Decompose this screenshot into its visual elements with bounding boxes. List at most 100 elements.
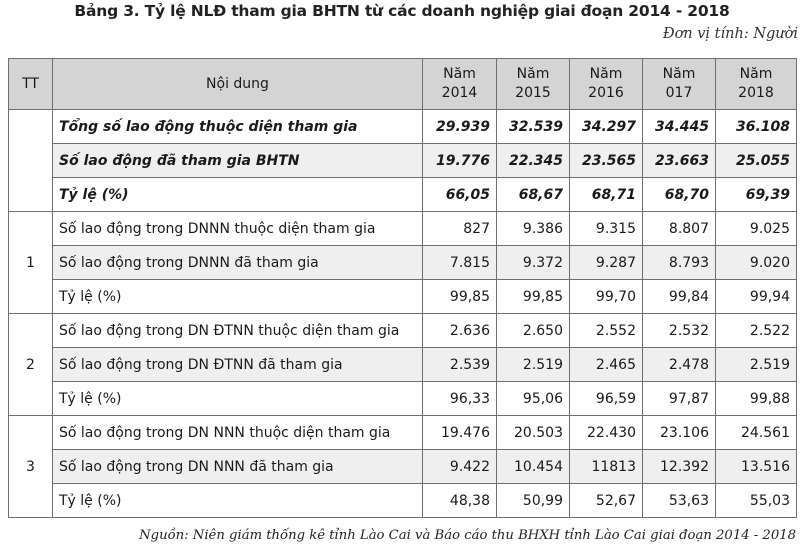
header-tt: TT xyxy=(8,58,53,110)
row-label: Số lao động trong DNNN đã tham gia xyxy=(52,245,423,280)
value-cell: 2.465 xyxy=(569,347,643,382)
value-cell: 2.636 xyxy=(422,313,497,348)
header-year: Năm 2016 xyxy=(569,58,643,110)
value-cell: 99,70 xyxy=(569,279,643,314)
value-cell: 99,88 xyxy=(715,381,797,416)
value-cell: 34.297 xyxy=(569,109,643,144)
value-cell: 68,67 xyxy=(496,177,570,212)
row-label: Số lao động trong DN NNN đã tham gia xyxy=(52,449,423,484)
value-cell: 2.532 xyxy=(642,313,716,348)
value-cell: 8.793 xyxy=(642,245,716,280)
value-cell: 69,39 xyxy=(715,177,797,212)
value-cell: 19.776 xyxy=(422,143,497,178)
value-cell: 7.815 xyxy=(422,245,497,280)
value-cell: 11813 xyxy=(569,449,643,484)
table-row: Tỷ lệ (%) 66,05 68,67 68,71 68,70 69,39 xyxy=(9,177,797,212)
value-cell: 52,67 xyxy=(569,483,643,518)
value-cell: 68,70 xyxy=(642,177,716,212)
value-cell: 24.561 xyxy=(715,415,797,450)
value-cell: 20.503 xyxy=(496,415,570,450)
group-number xyxy=(8,109,53,212)
table-row: Số lao động trong DN NNN đã tham gia 9.42… xyxy=(9,449,797,484)
value-cell: 36.108 xyxy=(715,109,797,144)
value-cell: 22.430 xyxy=(569,415,643,450)
statistics-table: TT Nội dung Năm 2014 Năm 2015 Năm 2016 Năm 0… xyxy=(8,58,797,518)
value-cell: 2.552 xyxy=(569,313,643,348)
value-cell: 99,84 xyxy=(642,279,716,314)
value-cell: 29.939 xyxy=(422,109,497,144)
value-cell: 23.106 xyxy=(642,415,716,450)
value-cell: 2.539 xyxy=(422,347,497,382)
header-year: Năm 2014 xyxy=(422,58,497,110)
group-number: 1 xyxy=(8,211,53,314)
value-cell: 23.565 xyxy=(569,143,643,178)
value-cell: 97,87 xyxy=(642,381,716,416)
table-row: Số lao động trong DN ĐTNN đã tham gia 2.5… xyxy=(9,347,797,382)
value-cell: 2.478 xyxy=(642,347,716,382)
table-row: Tỷ lệ (%) 99,85 99,85 99,70 99,84 99,94 xyxy=(9,279,797,314)
table-body: Tổng số lao động thuộc diện tham gia 29.9… xyxy=(8,109,797,518)
header-year: Năm 2015 xyxy=(496,58,570,110)
value-cell: 95,06 xyxy=(496,381,570,416)
value-cell: 13.516 xyxy=(715,449,797,484)
value-cell: 32.539 xyxy=(496,109,570,144)
value-cell: 8.807 xyxy=(642,211,716,246)
header-year: Năm 017 xyxy=(642,58,716,110)
source-note: Nguồn: Niên giám thống kê tỉnh Lào Cai v… xyxy=(139,528,796,543)
value-cell: 2.522 xyxy=(715,313,797,348)
value-cell: 50,99 xyxy=(496,483,570,518)
value-cell: 55,03 xyxy=(715,483,797,518)
value-cell: 22.345 xyxy=(496,143,570,178)
group-number: 3 xyxy=(8,415,53,518)
value-cell: 9.287 xyxy=(569,245,643,280)
value-cell: 12.392 xyxy=(642,449,716,484)
value-cell: 96,33 xyxy=(422,381,497,416)
header-row: TT Nội dung Năm 2014 Năm 2015 Năm 2016 Năm 0… xyxy=(8,58,797,110)
value-cell: 99,85 xyxy=(496,279,570,314)
unit-note: Đơn vị tính: Người xyxy=(662,26,798,42)
row-label: Số lao động trong DN ĐTNN thuộc diện tha… xyxy=(52,313,423,348)
table-row: 1 Số lao động trong DNNN thuộc diện tham … xyxy=(8,211,797,314)
value-cell: 53,63 xyxy=(642,483,716,518)
table-row: Tỷ lệ (%) 48,38 50,99 52,67 53,63 55,03 xyxy=(9,483,797,518)
value-cell: 23.663 xyxy=(642,143,716,178)
value-cell: 9.422 xyxy=(422,449,497,484)
value-cell: 2.519 xyxy=(715,347,797,382)
group-number: 2 xyxy=(8,313,53,416)
value-cell: 25.055 xyxy=(715,143,797,178)
value-cell: 99,94 xyxy=(715,279,797,314)
value-cell: 2.519 xyxy=(496,347,570,382)
row-label: Số lao động trong DNNN thuộc diện tham g… xyxy=(52,211,423,246)
row-label: Tỷ lệ (%) xyxy=(52,483,423,518)
table-row: 2 Số lao động trong DN ĐTNN thuộc diện th… xyxy=(8,313,797,416)
value-cell: 48,38 xyxy=(422,483,497,518)
row-label: Tỷ lệ (%) xyxy=(52,279,423,314)
value-cell: 34.445 xyxy=(642,109,716,144)
row-label: Tỷ lệ (%) xyxy=(52,381,423,416)
value-cell: 2.650 xyxy=(496,313,570,348)
table-row: 3 Số lao động trong DN NNN thuộc diện tha… xyxy=(8,415,797,518)
value-cell: 96,59 xyxy=(569,381,643,416)
header-year: Năm 2018 xyxy=(715,58,797,110)
value-cell: 9.020 xyxy=(715,245,797,280)
value-cell: 68,71 xyxy=(569,177,643,212)
table-row: Tỷ lệ (%) 96,33 95,06 96,59 97,87 99,88 xyxy=(9,381,797,416)
row-label: Tổng số lao động thuộc diện tham gia xyxy=(52,109,423,144)
table-title: Bảng 3. Tỷ lệ NLĐ tham gia BHTN từ các d… xyxy=(74,2,730,20)
row-label: Số lao động đã tham gia BHTN xyxy=(52,143,423,178)
table-row: Số lao động trong DNNN đã tham gia 7.815 9… xyxy=(9,245,797,280)
row-label: Số lao động trong DN NNN thuộc diện tham… xyxy=(52,415,423,450)
value-cell: 827 xyxy=(422,211,497,246)
row-label: Số lao động trong DN ĐTNN đã tham gia xyxy=(52,347,423,382)
value-cell: 9.386 xyxy=(496,211,570,246)
header-content: Nội dung xyxy=(52,58,423,110)
value-cell: 9.372 xyxy=(496,245,570,280)
row-label: Tỷ lệ (%) xyxy=(52,177,423,212)
value-cell: 9.315 xyxy=(569,211,643,246)
table-row: Số lao động đã tham gia BHTN 19.776 22.345… xyxy=(9,143,797,178)
value-cell: 66,05 xyxy=(422,177,497,212)
value-cell: 99,85 xyxy=(422,279,497,314)
value-cell: 19.476 xyxy=(422,415,497,450)
value-cell: 10.454 xyxy=(496,449,570,484)
